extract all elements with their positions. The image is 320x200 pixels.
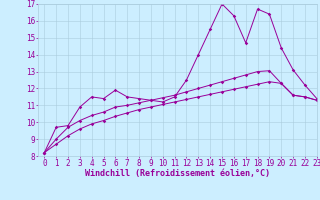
X-axis label: Windchill (Refroidissement éolien,°C): Windchill (Refroidissement éolien,°C)	[85, 169, 270, 178]
